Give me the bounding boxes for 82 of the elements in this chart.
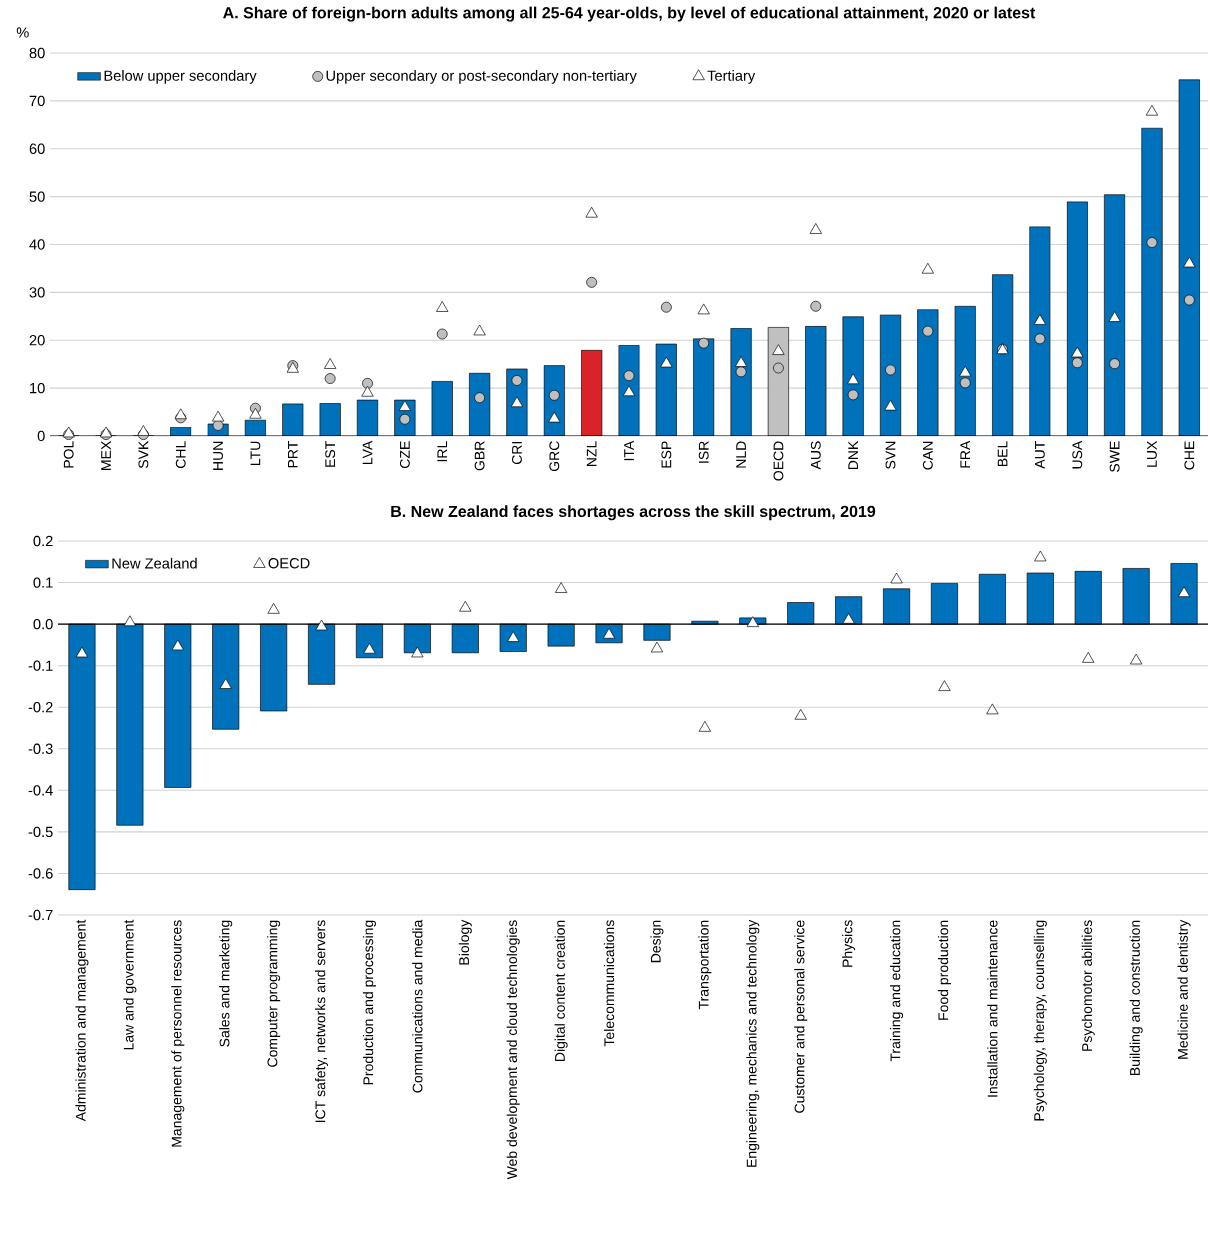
y-tick-label: 20 <box>29 335 45 346</box>
x-tick-label: Customer and personal service <box>794 920 808 1113</box>
x-tick-label: Installation and maintenance <box>987 920 998 1097</box>
y-tick-label: -0.7 <box>28 909 53 921</box>
y-tick-label: 0.1 <box>33 577 53 588</box>
x-tick-label: Biology <box>458 919 472 965</box>
legend-label: New Zealand <box>112 557 197 569</box>
x-tick-label: Administration and management <box>75 919 89 1122</box>
x-tick-label: ITA <box>624 440 634 461</box>
x-tick-label: POL <box>63 441 74 468</box>
x-tick-label: Transportation <box>698 920 712 1010</box>
y-tick-label: 70 <box>29 95 45 107</box>
y-tick-label: 10 <box>30 382 45 394</box>
x-tick-label: ESP <box>661 441 672 468</box>
x-tick-label: GBR <box>474 441 485 471</box>
x-tick-label: SVN <box>885 441 896 469</box>
x-tick-label: IRL <box>437 441 448 462</box>
y-tick-label: -0.1 <box>28 660 53 671</box>
x-tick-label: NZL <box>586 441 597 466</box>
x-tick-label: USA <box>1072 440 1083 469</box>
y-tick-label: 0.2 <box>33 535 53 547</box>
y-tick-label: 80 <box>29 47 45 59</box>
y-tick-label: -0.2 <box>28 702 53 713</box>
y-tick-label: -0.5 <box>28 826 53 838</box>
y-tick-label: 50 <box>29 191 45 202</box>
legend-label: Tertiary <box>707 70 756 84</box>
x-tick-label: LVA <box>362 440 373 464</box>
x-tick-label: MEX <box>101 441 111 470</box>
x-tick-label: SVK <box>138 440 149 469</box>
x-tick-label: CZE <box>399 441 410 468</box>
y-tick-label: -0.4 <box>28 785 53 796</box>
x-tick-label: Sales and marketing <box>219 920 233 1047</box>
x-tick-label: LUX <box>1147 441 1157 467</box>
x-tick-label: Psychomotor abilities <box>1081 920 1095 1051</box>
x-tick-label: Computer programming <box>267 920 281 1067</box>
x-tick-label: AUT <box>1035 441 1045 469</box>
y-tick-label: -0.6 <box>28 868 53 879</box>
x-tick-label: HUN <box>213 441 223 470</box>
chart-title: A. Share of foreign-born adults among all 25-64 year-olds, by level of educational attainment, 2020 or latest <box>223 6 1036 22</box>
x-tick-label: Medicine and dentistry <box>1177 919 1191 1059</box>
x-tick-label: EST <box>325 441 336 467</box>
x-tick-label: Communications and media <box>412 919 423 1093</box>
chart-title: B. New Zealand faces shortages across the skill spectrum, 2019 <box>391 505 876 521</box>
x-tick-label: LTU <box>250 441 261 465</box>
x-tick-label: Physics <box>842 920 856 967</box>
y-axis-title: % <box>16 27 29 38</box>
x-tick-label: Training and education <box>890 920 904 1062</box>
x-tick-label: CHL <box>175 441 186 468</box>
x-tick-label: Digital content creation <box>554 920 568 1061</box>
x-tick-label: Telecommunications <box>603 920 615 1047</box>
x-tick-label: CAN <box>922 441 933 470</box>
x-tick-label: Law and government <box>123 919 137 1050</box>
y-tick-label: -0.3 <box>28 743 53 754</box>
legend-label: Below upper secondary <box>104 70 257 84</box>
x-tick-label: OECD <box>773 441 784 481</box>
x-tick-label: Production and processing <box>362 920 376 1085</box>
y-tick-label: 30 <box>29 287 45 298</box>
x-tick-label: ICT safety, networks and servers <box>315 920 329 1123</box>
x-tick-label: GRC <box>549 441 560 472</box>
x-tick-label: FRA <box>960 440 971 468</box>
x-tick-label: Web development and cloud technologies <box>506 920 520 1180</box>
x-tick-label: CHE <box>1184 441 1195 470</box>
x-tick-label: CRI <box>511 442 522 465</box>
y-tick-label: 60 <box>29 143 45 154</box>
x-tick-label: AUS <box>810 441 821 470</box>
x-tick-label: Management of personnel resources <box>171 920 185 1147</box>
x-tick-label: DNK <box>848 440 858 470</box>
y-tick-label: 40 <box>29 239 45 250</box>
legend-label: Upper secondary or post-secondary non-tertiary <box>326 70 637 84</box>
y-tick-label: 0.0 <box>33 618 53 630</box>
x-tick-label: Engineering, mechanics and technology <box>746 919 760 1167</box>
x-tick-label: Food production <box>937 920 951 1020</box>
x-tick-label: NLD <box>736 441 746 468</box>
x-tick-label: ISR <box>698 441 709 463</box>
y-tick-label: 0 <box>37 430 45 442</box>
x-tick-label: Design <box>650 920 664 963</box>
x-tick-label: BEL <box>997 441 1008 467</box>
x-tick-label: Building and construction <box>1129 920 1143 1075</box>
x-tick-label: Psychology, therapy, counselling <box>1033 920 1047 1121</box>
x-tick-label: SWE <box>1109 441 1120 472</box>
legend-label: OECD <box>268 558 310 569</box>
x-tick-label: PRT <box>288 441 298 468</box>
